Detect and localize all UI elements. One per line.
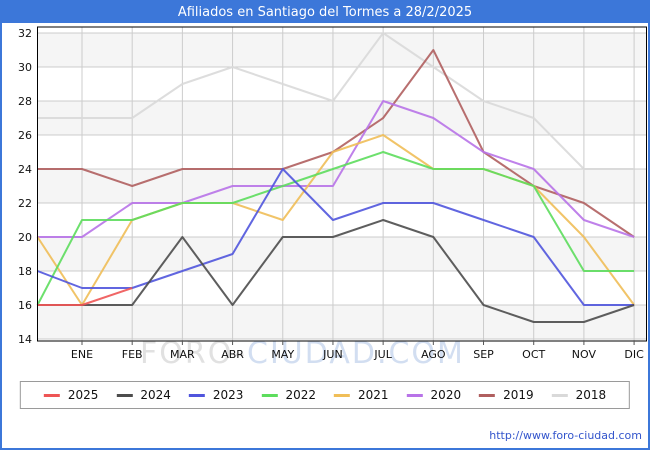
legend-label: 2023 [212, 388, 244, 402]
y-tick-label: 26 [18, 129, 32, 142]
legend-label: 2025 [67, 388, 99, 402]
x-tick-label: MAY [271, 348, 294, 361]
legend-swatch-2025 [43, 393, 60, 397]
legend-swatch-2022 [261, 393, 278, 397]
legend-swatch-2020 [406, 393, 423, 397]
series-line-2024 [37, 219, 635, 323]
chart-title: Afiliados en Santiago del Tormes a 28/2/… [177, 5, 473, 20]
y-tick-label: 32 [18, 27, 32, 40]
legend-item-2020: 2020 [406, 388, 462, 402]
x-tick-label: JUL [373, 348, 392, 361]
plot-band [37, 33, 647, 67]
legend-label: 2018 [575, 388, 607, 402]
y-tick-label: 14 [18, 333, 32, 346]
series-line-2025 [37, 287, 133, 306]
x-tick-label: DIC [624, 348, 644, 361]
chart-legend: 2025 2024 2023 2022 2021 2020 2019 2018 [19, 381, 631, 409]
plot-band [37, 237, 647, 271]
x-tick-label: JUN [322, 348, 343, 361]
series-line-2018 [37, 32, 635, 170]
y-tick-label: 22 [18, 197, 32, 210]
legend-label: 2020 [430, 388, 462, 402]
plot-band [37, 169, 647, 203]
legend-item-2021: 2021 [334, 388, 389, 402]
x-tick-label: ABR [221, 348, 244, 361]
y-tick-label: 24 [18, 163, 32, 176]
x-tick-label: NOV [572, 348, 597, 361]
legend-item-2022: 2022 [261, 388, 316, 402]
legend-label: 2024 [140, 388, 171, 402]
y-tick-label: 18 [18, 265, 32, 278]
series-line-2022 [36, 151, 635, 306]
series-line-2019 [37, 49, 635, 238]
legend-item-2025: 2025 [43, 388, 99, 402]
y-tick-label: 16 [18, 299, 32, 312]
legend-swatch-2024 [116, 393, 133, 397]
plot-border [37, 26, 647, 342]
legend-item-2023: 2023 [188, 388, 244, 402]
y-tick-label: 20 [18, 231, 32, 244]
legend-swatch-2021 [334, 393, 350, 397]
x-tick-label: MAR [170, 348, 195, 361]
legend-item-2018: 2018 [551, 388, 607, 402]
legend-item-2024: 2024 [116, 388, 171, 402]
y-tick-label: 30 [18, 61, 32, 74]
legend-label: 2019 [503, 388, 534, 402]
x-tick-label: FEB [122, 348, 143, 361]
chart-title-bar: Afiliados en Santiago del Tormes a 28/2/… [2, 2, 648, 23]
x-tick-label: ENE [71, 348, 93, 361]
y-tick-label: 28 [18, 95, 32, 108]
x-tick-label: SEP [473, 348, 494, 361]
legend-swatch-2018 [551, 393, 568, 397]
legend-label: 2022 [285, 388, 316, 402]
x-tick-label: OCT [522, 348, 545, 361]
series-line-2020 [37, 100, 635, 238]
footer-url[interactable]: http://www.foro-ciudad.com [489, 429, 642, 442]
legend-item-2019: 2019 [479, 388, 534, 402]
legend-swatch-2023 [188, 393, 205, 397]
x-tick-label: AGO [421, 348, 446, 361]
legend-label: 2021 [358, 388, 389, 402]
legend-swatch-2019 [479, 393, 496, 397]
